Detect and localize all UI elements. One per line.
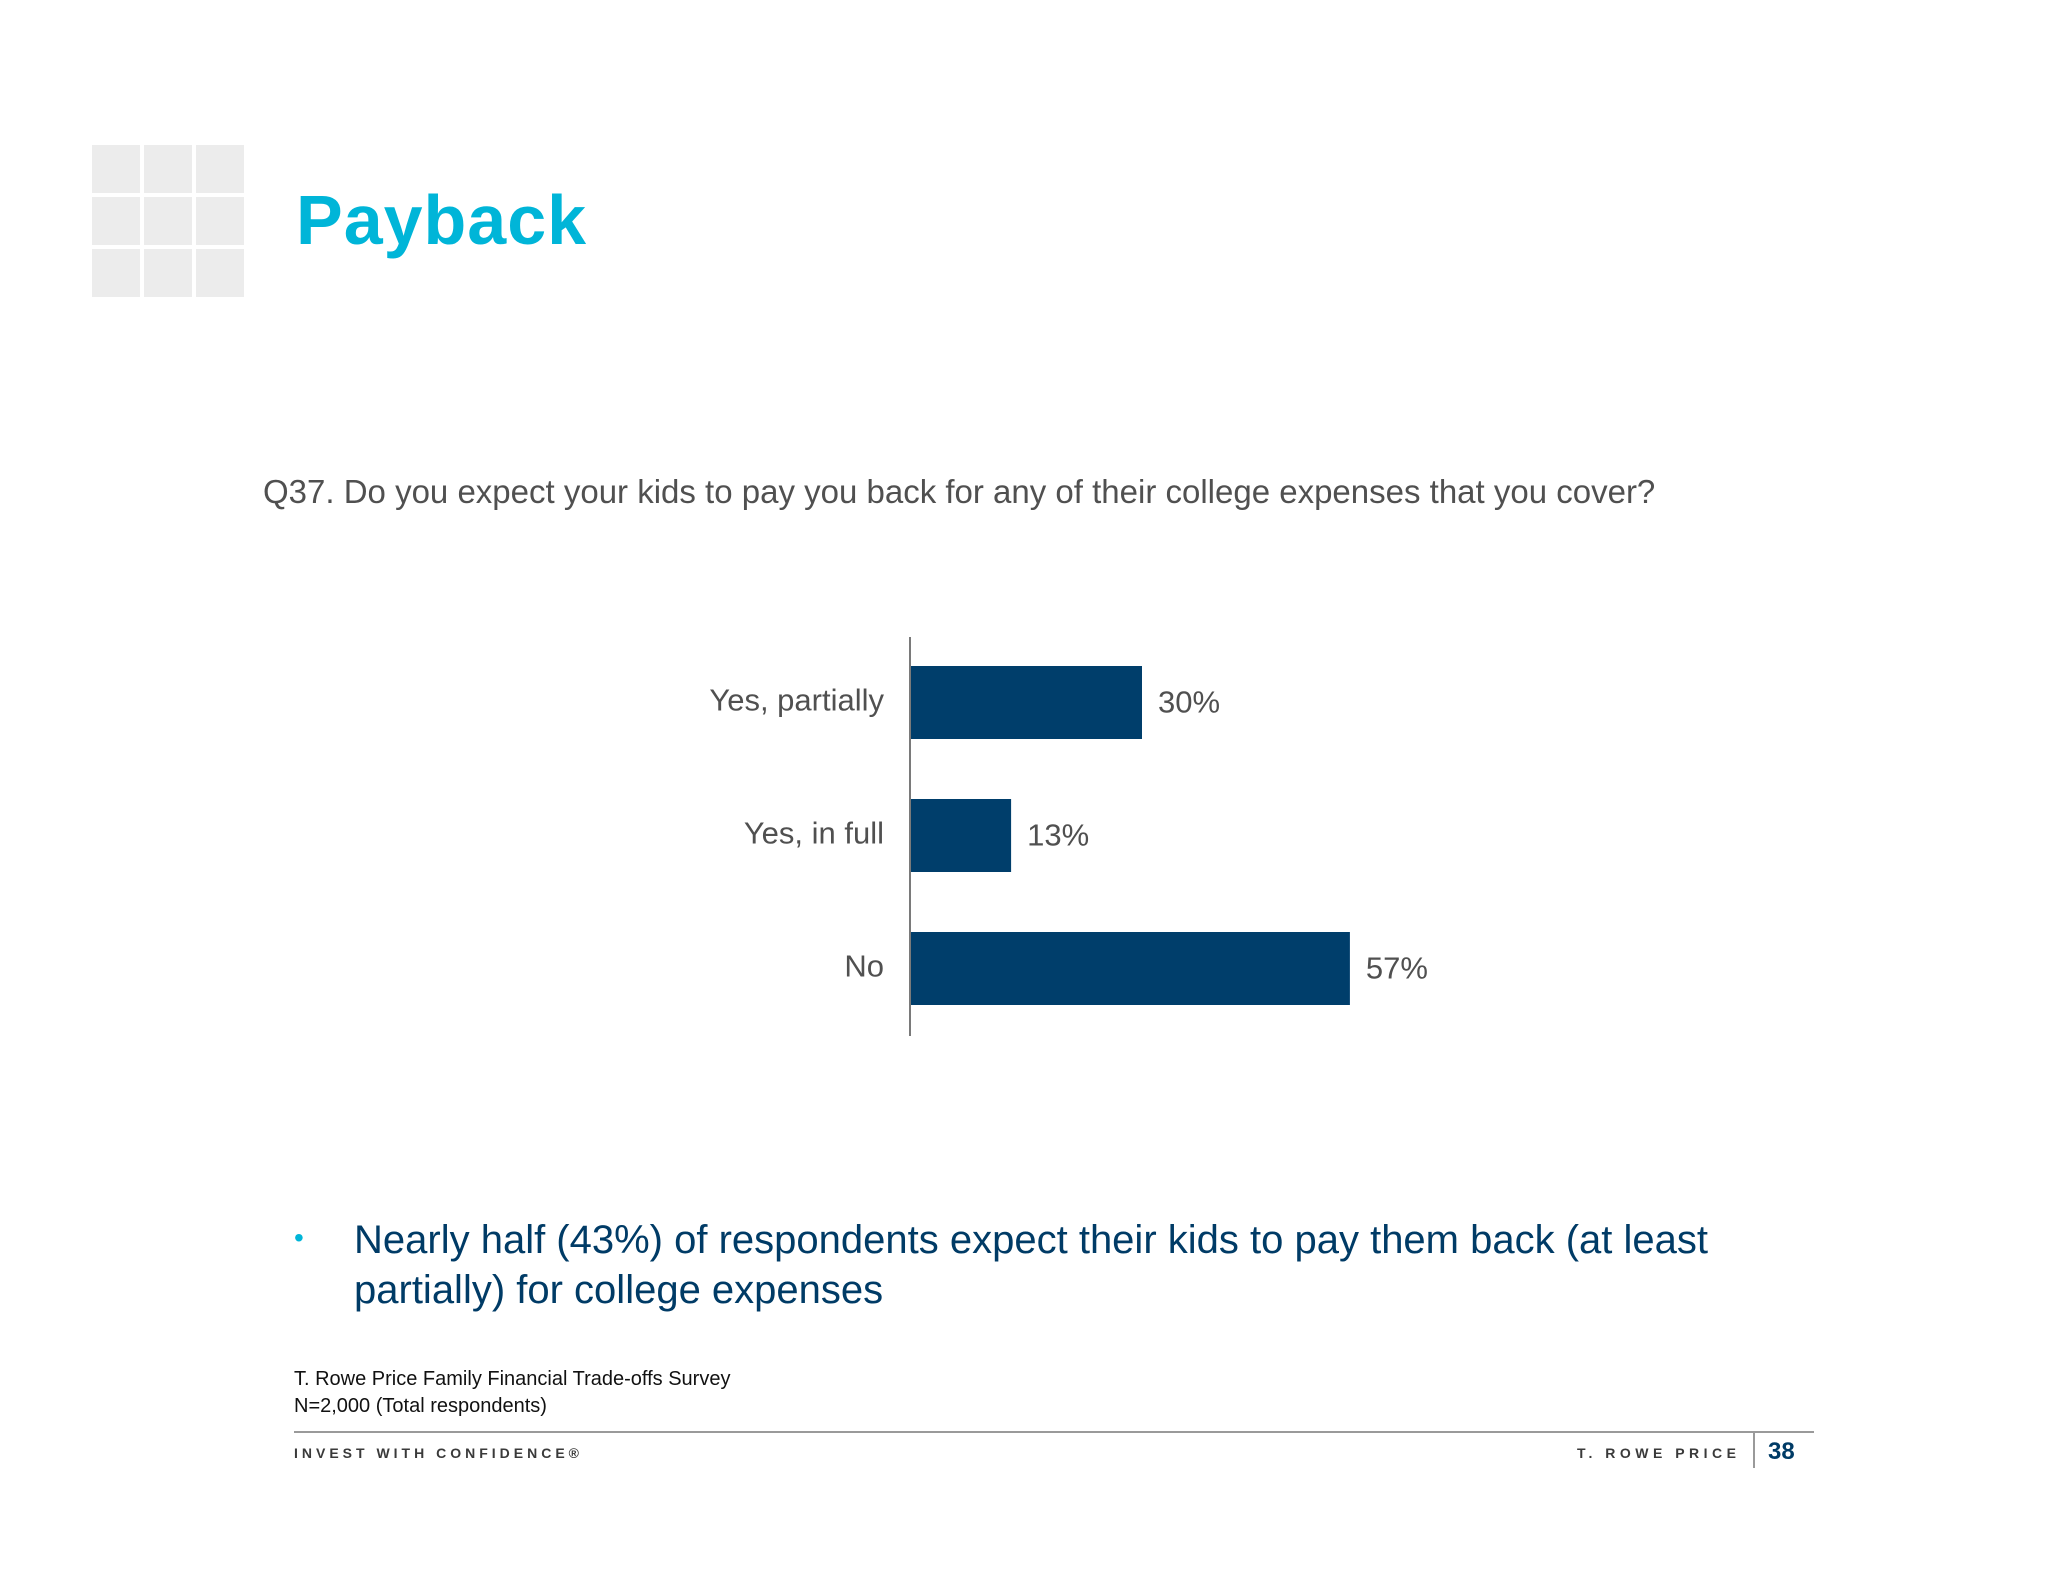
page-title: Payback — [296, 181, 588, 259]
source-line-sample: N=2,000 (Total respondents) — [294, 1395, 547, 1417]
bullet-marker: • — [294, 1222, 304, 1253]
bar — [911, 666, 1142, 739]
footer-brand: T. ROWE PRICE — [1577, 1445, 1741, 1461]
data-label: 30% — [1158, 685, 1220, 720]
footer-tagline: INVEST WITH CONFIDENCE® — [294, 1445, 583, 1461]
data-label: 13% — [1027, 818, 1089, 853]
data-label: 57% — [1366, 951, 1428, 986]
logo-grid-icon — [92, 145, 244, 297]
bar — [911, 932, 1350, 1005]
survey-question: Q37. Do you expect your kids to pay you … — [263, 473, 1656, 510]
footer-divider — [294, 1431, 1814, 1433]
insight-text: Nearly half (43%) of respondents expect … — [354, 1218, 1709, 1312]
source-note: T. Rowe Price Family Financial Trade-off… — [294, 1366, 730, 1420]
source-line-survey: T. Rowe Price Family Financial Trade-off… — [294, 1368, 731, 1390]
category-label: No — [844, 949, 884, 984]
page-number: 38 — [1768, 1438, 1795, 1465]
footer-separator — [1753, 1432, 1755, 1468]
category-label: Yes, partially — [709, 683, 884, 718]
category-label: Yes, in full — [744, 816, 884, 851]
bar — [911, 799, 1012, 872]
